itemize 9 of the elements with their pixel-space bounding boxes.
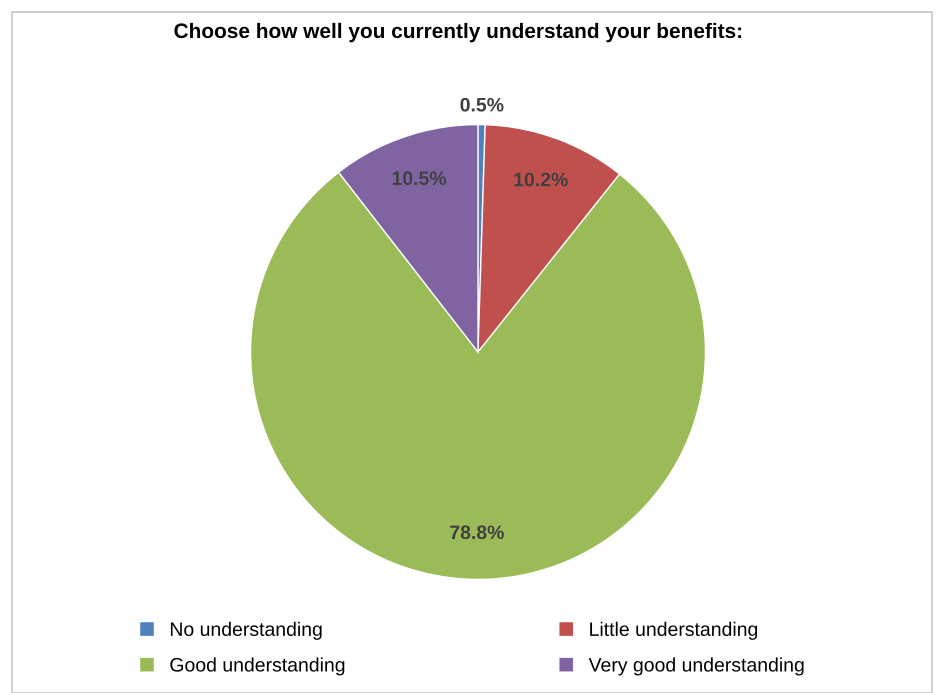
- chart-title: Choose how well you currently understand your benefits:: [174, 22, 742, 42]
- legend-label: Little understanding: [590, 622, 758, 640]
- data-label: 10.2%: [514, 172, 568, 186]
- data-label: 0.5%: [460, 98, 504, 112]
- legend-label: Good understanding: [170, 657, 344, 676]
- data-label: 10.5%: [392, 171, 446, 186]
- legend-label: No understanding: [170, 622, 322, 640]
- legend-label: Very good understanding: [588, 657, 804, 676]
- data-label: 78.8%: [450, 525, 504, 540]
